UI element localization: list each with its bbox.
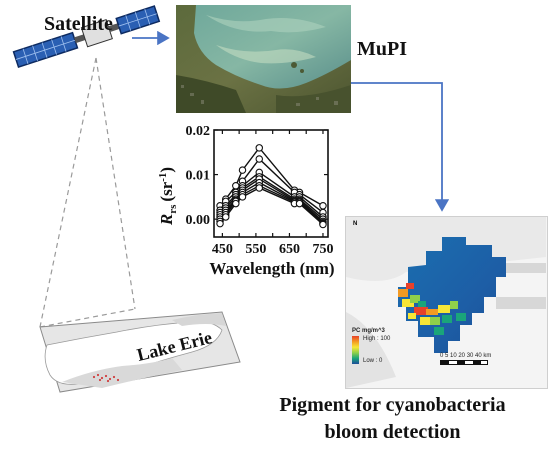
data-point [255,184,264,192]
data-point [238,166,247,174]
x-tick-label: 750 [312,242,333,257]
data-point [295,199,304,208]
satellite-icon [12,5,161,68]
satellite-image [176,5,351,113]
chart-ticks: 450 550 650 750 0.00 0.01 0.02 [186,124,334,257]
data-point [319,220,327,229]
x-tick-label: 650 [279,242,300,257]
x-tick-label: 450 [212,242,233,257]
data-point [216,219,224,228]
legend-high: High : 100 [363,336,391,342]
plot-frame [213,129,329,238]
scale-unit: km [483,353,492,359]
pigment-map-image [346,217,546,388]
x-tick-label: 550 [245,242,266,257]
satellite-label: Satellite [44,13,113,35]
data-point [255,155,264,163]
y-tick-label: 0.00 [186,213,211,228]
data-point [255,144,264,152]
view-cone [39,57,136,328]
rrs-chart: 450 550 650 750 0.00 0.01 0.02 Rrs(sr-1) Wavel… [157,124,335,278]
pigment-map: N PC mg/m^3 High : 100 Low : 0 0 5 10 20… [345,216,548,389]
data-point [319,202,327,210]
arrow-mupi-to-map [351,82,450,212]
legend-colorbar [352,336,359,364]
data-point [232,199,240,208]
data-point [238,193,247,201]
legend-title: PC mg/m^3 [352,328,385,334]
caption-line1: Pigment for cyanobacteria [279,394,506,416]
mupi-label: MuPI [357,38,407,60]
chart-series [216,144,327,229]
y-tick-label: 0.01 [186,169,211,184]
caption: Pigment for cyanobacteria bloom detectio… [235,392,550,446]
y-tick-label: 0.02 [186,124,211,139]
scale-bar: 0 5 10 20 30 40 km [440,353,491,365]
lake-erie-map [39,311,241,393]
legend-low: Low : 0 [363,358,383,364]
data-point [221,213,230,221]
scale-ticks: 0 5 10 20 30 40 [440,353,482,359]
north-arrow-icon: N [353,221,358,227]
chart-xlabel: Wavelength (nm) [209,259,334,278]
map-legend: PC mg/m^3 High : 100 Low : 0 [352,328,390,364]
chart-axes [213,129,329,238]
chart-ylabel: Rrs(sr-1) [157,167,179,226]
caption-line2: bloom detection [324,421,461,443]
